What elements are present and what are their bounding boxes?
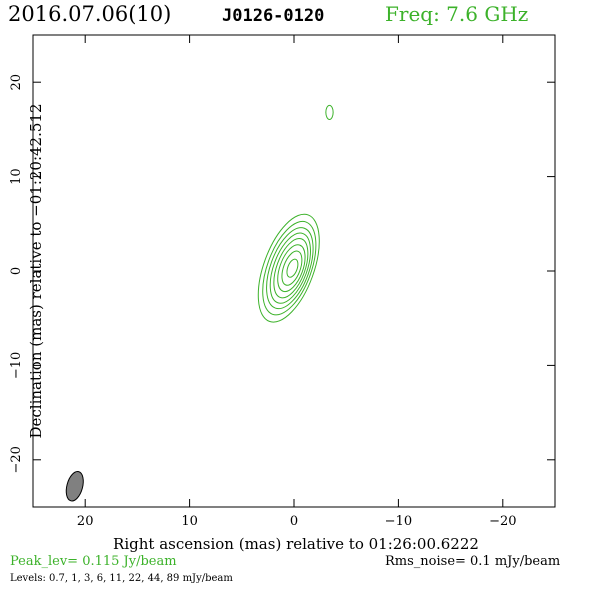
frequency-label: Freq: 7.6 GHz: [385, 2, 529, 26]
observation-date: 2016.07.06(10): [8, 2, 172, 26]
x-axis-label: Right ascension (mas) relative to 01:26:…: [113, 535, 479, 553]
axis-ticks: 20 10 0 −10 −20 20 10 0 −10 −20: [9, 35, 555, 529]
y-tick-label: 20: [9, 74, 24, 91]
contour-line: [273, 238, 309, 299]
x-tick-label: −10: [385, 514, 412, 529]
y-tick-label: −20: [9, 446, 24, 473]
source-name: J0126-0120: [222, 6, 325, 26]
y-tick-label: 10: [9, 168, 24, 185]
y-tick-label: 0: [9, 267, 24, 275]
peak-level-label: Peak_lev= 0.115 Jy/beam: [10, 554, 177, 569]
contour-line: [286, 258, 299, 278]
y-tick-label: −10: [9, 352, 24, 379]
contour-levels-label: Levels: 0.7, 1, 3, 6, 11, 22, 44, 89 mJy…: [10, 573, 233, 584]
beam-group: [65, 471, 84, 502]
contour-line: [277, 244, 306, 293]
beam-ellipse: [65, 471, 84, 502]
contour-group-secondary: [325, 104, 334, 120]
rms-noise-label: Rms_noise= 0.1 mJy/beam: [385, 554, 561, 569]
y-axis-label: Declination (mas) relative to −01:20:42.…: [27, 103, 45, 438]
x-tick-label: −20: [489, 514, 516, 529]
contour-line: [269, 232, 311, 304]
x-tick-label: 10: [181, 514, 198, 529]
contour-line: [257, 213, 320, 323]
contour-line: [281, 250, 303, 286]
contour-line-secondary: [325, 104, 334, 120]
contour-line: [262, 220, 317, 316]
plot-frame: [32, 34, 556, 508]
contour-group-core: [257, 213, 320, 323]
x-tick-label: 20: [77, 514, 94, 529]
x-tick-label: 0: [290, 514, 298, 529]
contour-line: [266, 227, 314, 310]
